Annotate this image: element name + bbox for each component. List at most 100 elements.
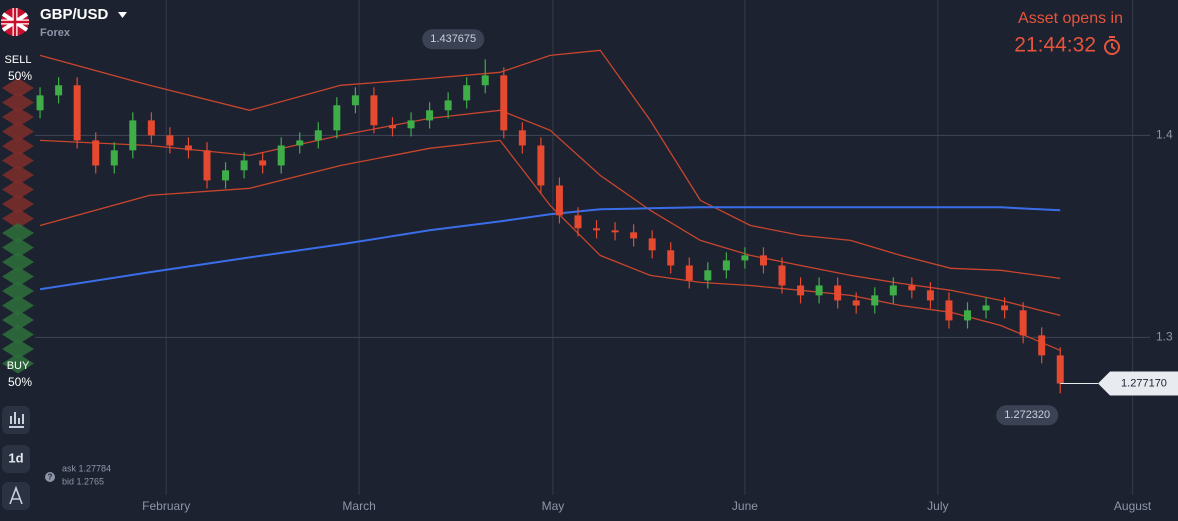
sentiment-diamond (2, 150, 34, 171)
candle-body (778, 265, 786, 286)
candle-body (945, 300, 953, 321)
sentiment-diamond (2, 78, 34, 98)
low-label: 1.272320 (1004, 409, 1050, 421)
candle-body (963, 310, 971, 321)
asset-name: GBP/USD (40, 6, 109, 23)
candle-body (759, 255, 767, 266)
bollinger-lower (39, 139, 1061, 351)
moving-average (39, 206, 1061, 291)
candle-body (611, 230, 619, 233)
sentiment-diamond (2, 179, 34, 200)
candle-body (889, 285, 897, 296)
candle-body (630, 232, 638, 239)
candle-body (481, 75, 489, 86)
candle-body (704, 270, 712, 281)
high-label-bg (422, 29, 485, 50)
x-tick-label: July (927, 499, 948, 513)
bollinger-upper (39, 49, 1061, 280)
y-tick-label: 1.3 (1156, 330, 1173, 344)
sentiment-diamond (2, 353, 34, 374)
candle-body (36, 95, 44, 111)
candle-body (110, 150, 118, 166)
asset-selector[interactable]: GBP/USD Forex (1, 6, 127, 39)
asset-market: Forex (40, 27, 71, 39)
candle-body (333, 105, 341, 131)
candle-body (685, 265, 693, 281)
candle-body (314, 130, 322, 141)
interval-button[interactable]: 1d (2, 445, 30, 473)
sell-percent: 50% (8, 69, 32, 83)
candle-body (982, 305, 990, 311)
sentiment-diamond (2, 310, 34, 330)
button-icon (9, 412, 24, 428)
candle-body (1019, 310, 1027, 336)
candle-body (388, 125, 396, 129)
plot: February March May June July August 1.3 1.4 1.43… (35, 0, 1178, 513)
x-tick-label: August (1114, 499, 1152, 513)
sentiment-diamond (2, 281, 34, 301)
help-mark: ? (48, 473, 53, 482)
candle-body (129, 120, 137, 151)
candle-body (797, 285, 805, 296)
candle-body (648, 238, 656, 251)
candle-body (555, 185, 563, 216)
button-bg (2, 445, 30, 473)
candle-body (908, 285, 916, 291)
candle-body (184, 145, 192, 151)
help-button[interactable]: ? (45, 472, 55, 482)
candle-body (55, 85, 63, 96)
candle-body (834, 285, 842, 301)
sentiment-diamond (2, 136, 34, 156)
x-tick-label: June (732, 499, 758, 513)
chart-type-button[interactable] (2, 406, 30, 434)
sentiment-diamond (2, 252, 34, 272)
x-tick-label: February (142, 499, 190, 513)
sentiment-diamond (2, 295, 34, 316)
candle-body (203, 150, 211, 181)
sentiment-diamond (2, 208, 34, 229)
candle-body (667, 250, 675, 266)
candle-body (73, 85, 81, 141)
candle-body (351, 95, 359, 106)
candle-body (722, 260, 730, 271)
candle-body (1056, 355, 1064, 384)
candle-body (741, 255, 749, 261)
sell-label: SELL (5, 54, 32, 66)
candle-body (166, 135, 174, 146)
candle-body (463, 85, 471, 101)
candle-body (296, 140, 304, 146)
sentiment-diamond (2, 92, 34, 113)
flag-cross (1, 8, 29, 36)
ask-price: ask 1.27784 (62, 463, 111, 473)
low-label-bg (996, 405, 1059, 426)
sentiment-diamond (2, 324, 34, 345)
button-icon (9, 485, 23, 505)
candle-body (1038, 335, 1046, 356)
sentiment-diamond (2, 194, 34, 214)
candle-body (518, 130, 526, 146)
opens-title: Asset opens in (1018, 10, 1123, 27)
price-tag (1098, 371, 1178, 396)
candle-body (147, 120, 155, 136)
price-tag-label: 1.277170 (1121, 377, 1167, 389)
help-circle (45, 472, 55, 482)
sentiment-diamond (2, 107, 34, 127)
sentiment-diamond (2, 223, 34, 243)
clock-icon (1104, 36, 1120, 55)
drawing-tools-button[interactable] (2, 482, 30, 510)
candle-body (444, 100, 452, 111)
candle-body (277, 145, 285, 166)
sentiment-diamond (2, 237, 34, 258)
sentiment-diamond (2, 121, 34, 142)
candle-body (92, 140, 100, 166)
bollinger-middle (40, 109, 1061, 317)
button-bg (2, 482, 30, 510)
candle-body (537, 145, 545, 186)
buy-percent: 50% (8, 375, 32, 389)
sentiment-diamond (2, 339, 34, 359)
countdown: 21:44:32 (1014, 34, 1096, 57)
